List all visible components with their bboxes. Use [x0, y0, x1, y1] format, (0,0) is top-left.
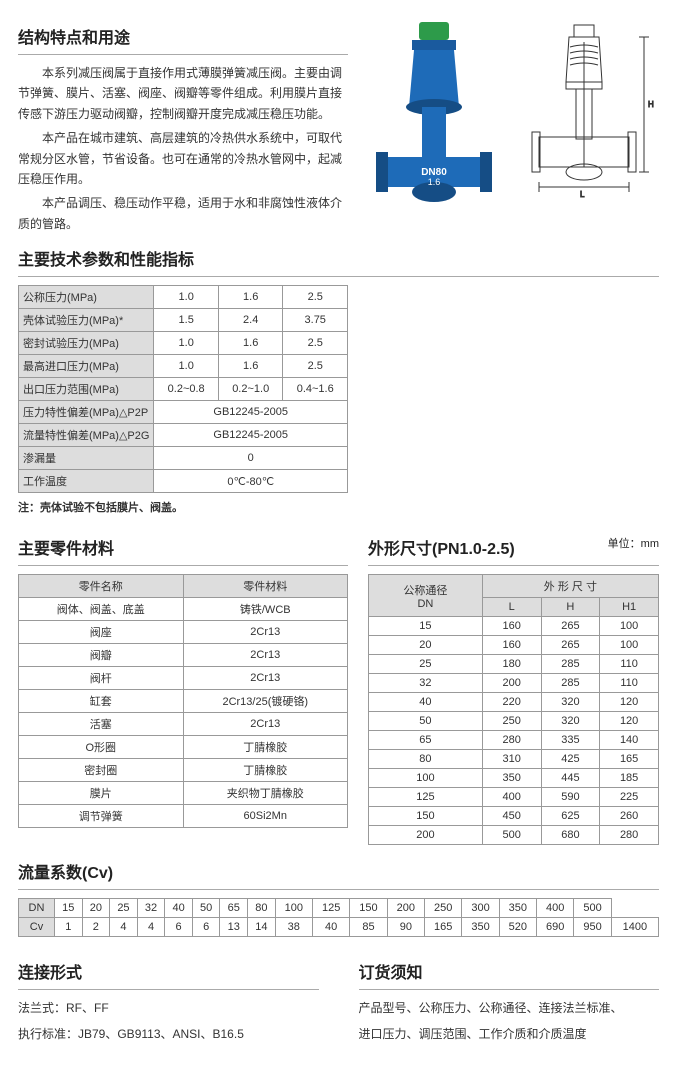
divider: [18, 989, 319, 990]
connection-text: 执行标准：JB79、GB9113、ANSI、B16.5: [18, 1024, 319, 1046]
order-text: 进口压力、调压范围、工作介质和介质温度: [359, 1024, 660, 1046]
valve-photo: DN80 1.6: [364, 17, 504, 237]
divider: [18, 889, 659, 890]
divider: [368, 565, 659, 566]
divider: [18, 276, 659, 277]
svg-text:1.6: 1.6: [427, 177, 440, 187]
divider: [18, 54, 348, 55]
section-title-order: 订货须知: [359, 959, 660, 983]
table-note: 注：壳体试验不包括膜片、阀盖。: [18, 499, 659, 515]
section-title-connection: 连接形式: [18, 959, 319, 983]
connection-text: 法兰式：RF、FF: [18, 998, 319, 1020]
svg-text:L: L: [580, 190, 585, 199]
svg-text:H: H: [648, 100, 654, 109]
section-title-specs: 主要技术参数和性能指标: [18, 246, 659, 270]
paragraph: 本系列减压阀属于直接作用式薄膜弹簧减压阀。主要由调节弹簧、膜片、活塞、阀座、阀瓣…: [18, 63, 348, 124]
order-text: 产品型号、公称压力、公称通径、连接法兰标准、: [359, 998, 660, 1020]
materials-table: 零件名称零件材料阀体、阀盖、底盖铸铁/WCB阀座2Cr13阀瓣2Cr13阀杆2C…: [18, 574, 348, 828]
divider: [18, 565, 348, 566]
section-title-features: 结构特点和用途: [18, 24, 348, 48]
section-title-materials: 主要零件材料: [18, 535, 348, 559]
section-title-flow: 流量系数(Cv): [18, 859, 659, 883]
valve-diagram: H L: [514, 17, 654, 237]
section-title-dimensions: 外形尺寸(PN1.0-2.5)单位：mm: [368, 535, 659, 559]
paragraph: 本产品调压、稳压动作平稳，适用于水和非腐蚀性液体介质的管路。: [18, 193, 348, 234]
specs-table: 公称压力(MPa)1.01.62.5壳体试验压力(MPa)*1.52.43.75…: [18, 285, 348, 493]
flow-table: DN15202532405065801001251502002503003504…: [18, 898, 659, 937]
divider: [359, 989, 660, 990]
dimensions-table: 公称通径 DN外 形 尺 寸LHH11516026510020160265100…: [368, 574, 659, 845]
paragraph: 本产品在城市建筑、高层建筑的冷热供水系统中，可取代常规分区水管，节省设备。也可在…: [18, 128, 348, 189]
